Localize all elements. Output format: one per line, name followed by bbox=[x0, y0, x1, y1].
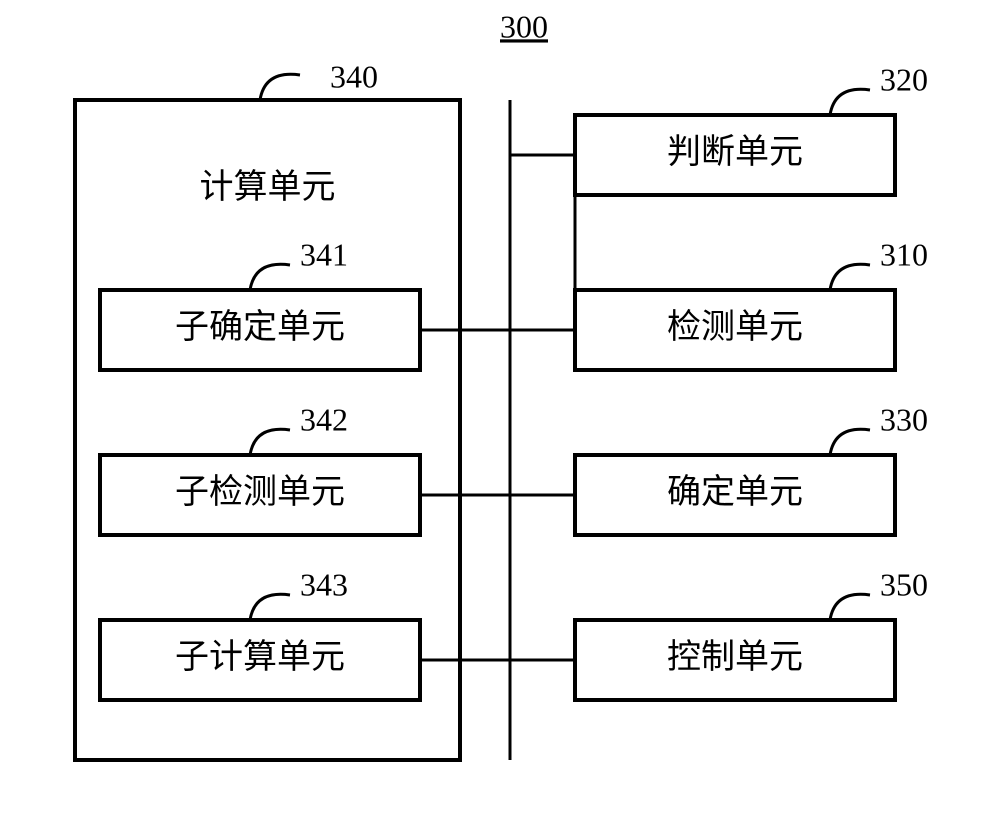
leader-341 bbox=[250, 264, 290, 290]
label-330: 确定单元 bbox=[667, 473, 803, 511]
ref-320: 320 bbox=[880, 61, 928, 97]
label-350: 控制单元 bbox=[667, 638, 803, 676]
label-341: 子确定单元 bbox=[175, 308, 345, 346]
leader-343 bbox=[250, 594, 290, 620]
label-343: 子计算单元 bbox=[175, 638, 345, 676]
label-310: 检测单元 bbox=[667, 308, 803, 346]
label-320: 判断单元 bbox=[667, 133, 803, 171]
leader-342 bbox=[250, 429, 290, 455]
ref-350: 350 bbox=[880, 566, 928, 602]
ref-330: 330 bbox=[880, 401, 928, 437]
leader-310 bbox=[830, 264, 870, 290]
ref-340: 340 bbox=[330, 58, 378, 94]
ref-343: 343 bbox=[300, 566, 348, 602]
ref-341: 341 bbox=[300, 236, 348, 272]
leader-340 bbox=[260, 74, 300, 100]
figure-number: 300 bbox=[500, 8, 548, 44]
leader-320 bbox=[830, 89, 870, 115]
label-340: 计算单元 bbox=[200, 168, 336, 206]
ref-310: 310 bbox=[880, 236, 928, 272]
label-342: 子检测单元 bbox=[175, 473, 345, 511]
leader-350 bbox=[830, 594, 870, 620]
ref-342: 342 bbox=[300, 401, 348, 437]
leader-330 bbox=[830, 429, 870, 455]
